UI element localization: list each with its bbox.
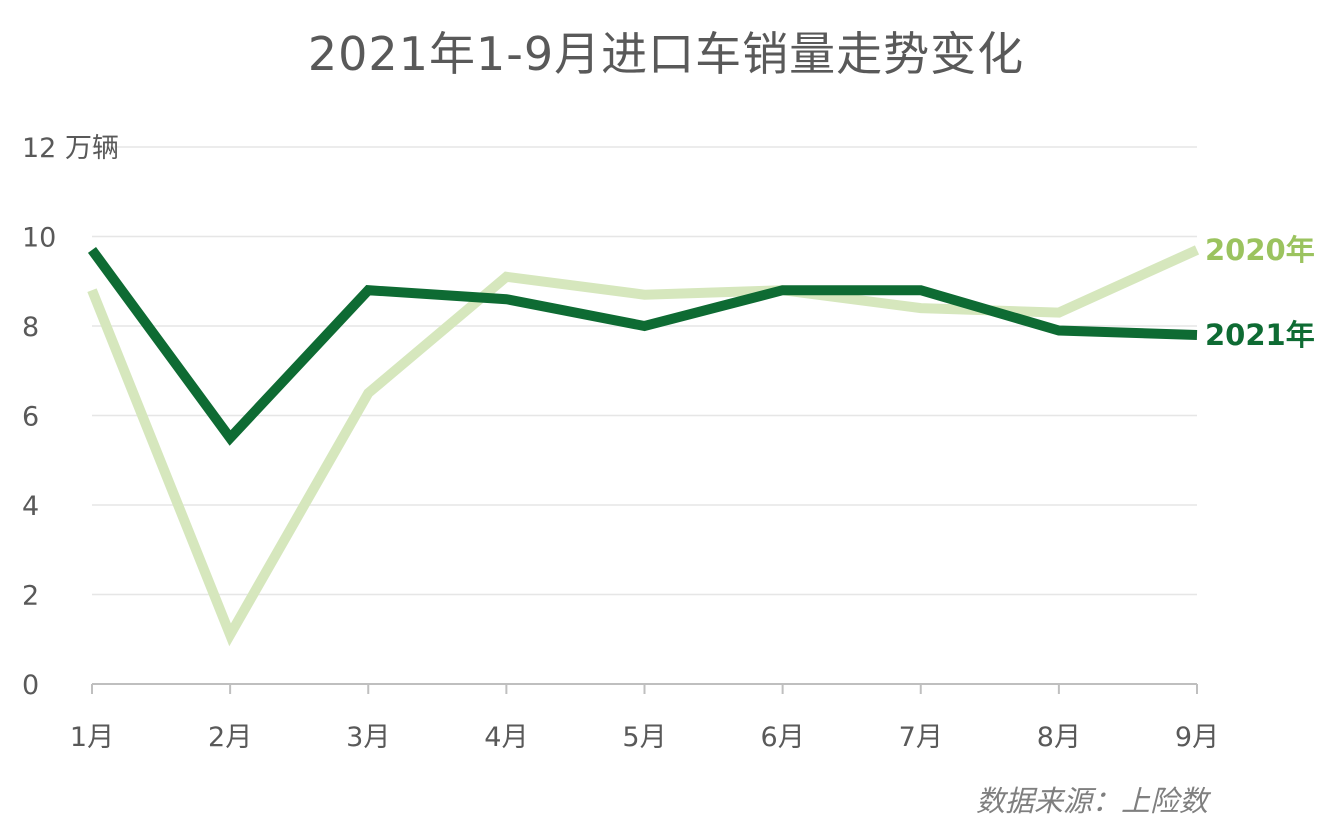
- chart-title: 2021年1-9月进口车销量走势变化: [307, 27, 1025, 81]
- y-axis-tick-labels: 0 2 4 6 8 10 12 万辆: [22, 133, 119, 701]
- series-label-2: 2021年: [1205, 318, 1315, 352]
- x-tick-label: 1月: [70, 722, 114, 753]
- y-tick-label: 6: [22, 402, 39, 433]
- y-tick-label: 0: [22, 670, 39, 701]
- series-label-1: 2020年: [1205, 233, 1315, 267]
- series-lines: [87, 245, 1200, 647]
- y-tick-label: 8: [22, 312, 39, 343]
- x-tick-label: 4月: [484, 722, 528, 753]
- y-tick-label: 4: [22, 491, 39, 522]
- x-tick-label: 5月: [622, 722, 666, 753]
- x-tick-label: 8月: [1037, 722, 1081, 753]
- x-tick-label: 2月: [208, 722, 252, 753]
- gridlines: [92, 146, 1197, 596]
- y-tick-label: 10: [22, 223, 56, 254]
- x-axis: [91, 683, 1198, 694]
- x-tick-label: 9月: [1175, 722, 1219, 753]
- x-axis-tick-labels: 1月 2月 3月 4月 5月 6月 7月 8月 9月: [70, 722, 1219, 753]
- series-line-2: [87, 246, 1198, 446]
- y-tick-label: 12 万辆: [22, 133, 119, 164]
- x-tick-label: 3月: [346, 722, 390, 753]
- source-note: 数据来源：上险数: [975, 784, 1208, 818]
- x-tick-label: 7月: [899, 722, 943, 753]
- series-labels: 2020年 2021年: [1205, 233, 1315, 352]
- series-line-1: [87, 245, 1200, 647]
- y-tick-label: 2: [22, 581, 39, 612]
- x-tick-label: 6月: [761, 722, 805, 753]
